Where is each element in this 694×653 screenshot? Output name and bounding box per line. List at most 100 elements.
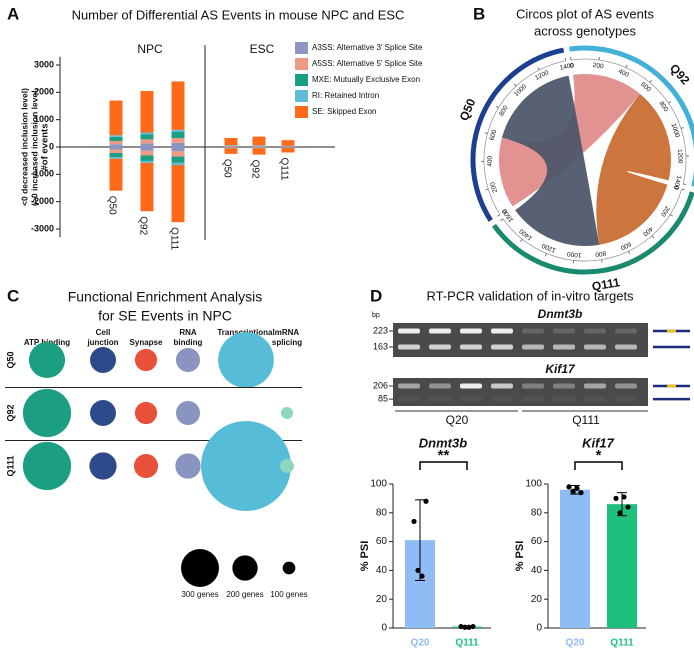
gel-band (522, 383, 544, 389)
bubble (89, 452, 117, 480)
gel-band (615, 383, 637, 389)
bar-segment (224, 147, 238, 148)
bar-segment (171, 137, 185, 143)
panel-label: D (370, 286, 382, 305)
group-label: NPC (137, 42, 163, 56)
bar-segment (140, 150, 154, 156)
bar-segment (252, 146, 266, 147)
ribbon (596, 93, 672, 245)
chart-title: Circos plot of AS events (516, 6, 655, 21)
size-legend-circle (181, 549, 219, 587)
sector-arc (569, 45, 694, 187)
bar-segment (109, 100, 123, 136)
gel-band (491, 344, 513, 350)
row-label: Q111 (5, 455, 15, 476)
significance-bracket (574, 461, 623, 470)
gel-band (615, 396, 637, 402)
x-tick-label: Q111 (168, 227, 179, 250)
tick-mark (500, 218, 504, 222)
tick-label: 400 (617, 68, 630, 79)
data-point (458, 623, 464, 630)
legend-label: A3SS: Alternative 3' Splice Site (312, 43, 423, 52)
tick-mark (564, 57, 567, 61)
gel-band (584, 344, 606, 350)
bar-segment (140, 134, 154, 140)
sector-ring (483, 60, 566, 215)
x-tick-label: Q111 (278, 157, 289, 180)
tick-label: 200 (489, 181, 499, 194)
bar-segment (109, 153, 123, 158)
bar-segment (109, 140, 123, 145)
ribbon (502, 75, 600, 246)
gel-band (584, 396, 606, 402)
y-tick-label: 2000 (34, 87, 54, 97)
gel-band (615, 344, 637, 350)
size-legend-circle (282, 561, 296, 575)
gel-band (491, 396, 513, 402)
bar-segment (171, 142, 185, 147)
x-tick-label: Q92 (137, 216, 148, 235)
y-axis-label: (>0 increased inclusion level, (29, 88, 39, 206)
group-label: Q111 (572, 413, 600, 427)
tick-label: 1200 (534, 69, 550, 82)
y-tick-label: 60 (531, 536, 543, 547)
column-label: Synapse (130, 338, 163, 347)
tick-mark (669, 214, 673, 217)
gel-band (460, 383, 482, 389)
y-tick-label: 40 (531, 565, 543, 576)
bubble (175, 400, 201, 426)
data-point (466, 624, 472, 630)
legend-label: SE: Skipped Exon (312, 107, 376, 116)
bubble (218, 332, 274, 388)
x-tick-label: Q20 (566, 638, 585, 649)
gel-band (429, 328, 451, 334)
tick-mark (485, 188, 489, 191)
bubble (280, 459, 294, 473)
gene-label: Kif17 (545, 362, 576, 376)
tick-label: 1400 (559, 62, 575, 72)
tick-mark (625, 64, 628, 68)
data-point (419, 573, 425, 579)
y-tick-label: 3000 (34, 59, 54, 69)
tick-mark (544, 253, 547, 257)
gel-band (553, 383, 575, 389)
tick-label: 1200 (676, 149, 684, 164)
gel-band (584, 383, 606, 389)
bubble (201, 421, 291, 511)
y-axis-label: <0 decreased inclusion level) (19, 88, 29, 206)
y-tick-label: -3000 (31, 223, 54, 233)
bar-segment (252, 136, 266, 146)
gel-band (398, 344, 420, 350)
data-point (462, 624, 468, 630)
bar-segment (171, 81, 185, 130)
y-tick-label: 1000 (34, 114, 54, 124)
gel-image (393, 378, 648, 406)
chart-title: Number of Differential AS Events in mous… (72, 7, 405, 22)
x-tick-label: Q50 (106, 196, 117, 215)
gel-band (491, 383, 513, 389)
bar-segment (171, 129, 185, 132)
sector-arc (470, 47, 565, 222)
bar-segment (140, 160, 154, 163)
size-legend-circle (232, 555, 258, 581)
data-point (574, 485, 580, 491)
bar-segment (140, 132, 154, 135)
column-label: RNA (179, 328, 197, 337)
bar-segment (109, 147, 123, 150)
bar-segment (171, 156, 185, 163)
bar-segment (171, 147, 185, 152)
x-tick-label: Q50 (221, 159, 232, 178)
bar-segment (281, 148, 295, 153)
bar-segment (140, 147, 154, 151)
legend-label: A5SS: Alternative 5' Splice Site (312, 59, 423, 68)
legend-swatch (295, 58, 308, 70)
band-size-label: 163 (373, 341, 388, 351)
tick-label: 600 (489, 129, 499, 142)
gel-band (553, 344, 575, 350)
tick-mark (651, 235, 655, 239)
column-label: Cell (96, 328, 111, 337)
unit-label: bp (372, 312, 380, 319)
data-point (415, 567, 421, 574)
x-tick-label: Q92 (249, 160, 260, 179)
